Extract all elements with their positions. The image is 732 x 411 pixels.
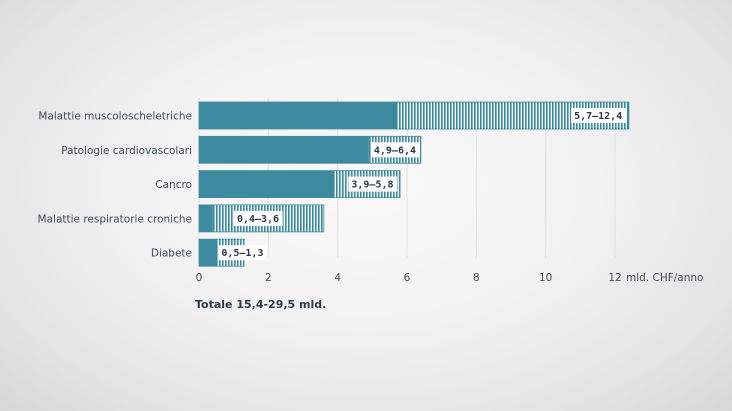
data-label-box [233,210,283,226]
data-label: 3,9–5,8 [351,180,393,191]
x-tick-label: 6 [404,272,411,284]
bar-low-estimate [199,204,213,232]
bar-low-estimate [199,239,217,267]
data-label: 5,7–12,4 [574,111,622,122]
total-caption: Totale 15,4-29,5 mld. [195,298,327,311]
x-tick-label: 0 [196,272,203,284]
bar-outline [198,204,325,233]
category-label: Patologie cardiovascolari [61,145,192,157]
data-label: 0,4–3,6 [237,214,279,225]
x-tick-label: 10 [539,272,552,284]
bar-low-estimate [199,102,397,129]
bar-low-estimate [199,170,335,198]
category-label: Diabete [151,248,192,260]
category-label: Malattie respiratorie croniche [38,213,192,225]
x-axis-unit-label: mld. CHF/anno [626,272,703,284]
data-label: 4,9–6,4 [374,145,416,156]
bar-outline [198,135,422,164]
x-tick-label: 12 [608,272,621,284]
bars [198,101,630,267]
data-label-box [218,245,268,261]
category-label: Malattie muscoloscheletriche [38,111,192,123]
data-label: 0,5–1,3 [221,248,263,259]
data-label-box [370,142,420,158]
labels: 0 2 4 6 8 10 12 Malattie muscoloscheletriche 5,7… [38,108,626,284]
x-tick-label: 4 [334,272,341,284]
bar-outline [198,101,630,130]
x-tick-label: 8 [473,272,480,284]
data-label-box [571,108,626,123]
bar-outline [198,170,401,199]
bar-low-estimate [199,136,369,164]
category-label: Cancro [155,179,192,191]
x-tick-label: 2 [265,272,272,284]
data-label-box [348,176,398,192]
